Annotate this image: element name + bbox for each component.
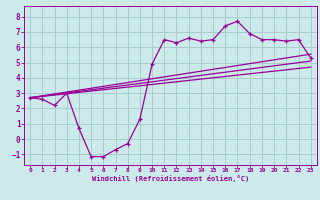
- X-axis label: Windchill (Refroidissement éolien,°C): Windchill (Refroidissement éolien,°C): [92, 175, 249, 182]
